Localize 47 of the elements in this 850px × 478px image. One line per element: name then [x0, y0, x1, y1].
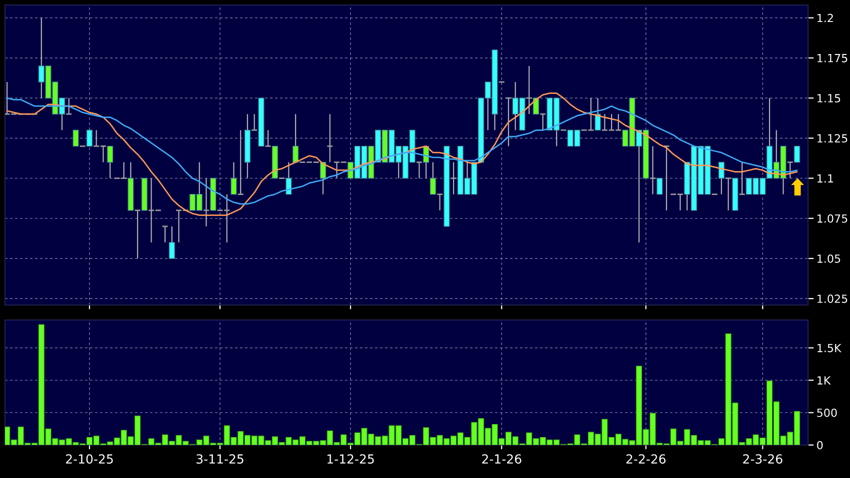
candlestick	[738, 162, 746, 195]
y-tick-label: 1.05	[818, 254, 840, 263]
y-tick-label: 1.025	[818, 294, 848, 303]
candlestick	[162, 226, 168, 243]
y-tick-label: 1.15	[818, 94, 840, 102]
candlestick	[794, 146, 800, 163]
candlestick	[649, 146, 656, 195]
candlestick	[718, 162, 724, 195]
x-tick-label: 2-3-26	[743, 454, 782, 464]
x-tick-label: 2-1-26	[482, 454, 522, 464]
y-tick-label: 1.1	[818, 174, 833, 182]
candlestick	[656, 178, 663, 195]
x-tick-label: 2-2-26	[626, 454, 666, 464]
y-tick-label: 500	[817, 408, 837, 417]
y-tick-label: 1.5K	[818, 344, 842, 352]
candlestick	[416, 162, 423, 179]
candlestick	[320, 162, 326, 195]
x-tick-label: 3-11-25	[196, 454, 244, 464]
candlestick	[72, 130, 79, 147]
candlestick	[724, 178, 732, 211]
y-tick-label: 1.2	[818, 14, 833, 22]
x-tick-label: 1-12-25	[327, 454, 374, 464]
candlestick	[450, 162, 457, 195]
candlestick	[430, 162, 436, 195]
candlestick	[237, 130, 244, 195]
candlestick	[107, 146, 114, 179]
x-tick-label: 2-10-25	[66, 454, 113, 464]
candlestick	[250, 114, 258, 131]
candlestick	[65, 97, 72, 115]
candlestick	[264, 130, 272, 147]
candlestick	[786, 162, 794, 179]
y-tick-label: 1K	[818, 376, 831, 384]
candlestick	[326, 114, 334, 163]
y-tick-label: 1.125	[818, 134, 848, 143]
candlestick	[168, 226, 175, 260]
candlestick	[594, 97, 601, 131]
candlestick	[134, 210, 142, 260]
candlestick	[286, 162, 292, 195]
candlestick	[230, 162, 237, 195]
candlestick	[292, 114, 299, 163]
y-tick-label: 1.175	[818, 54, 848, 62]
candlestick	[86, 130, 92, 147]
candlestick	[539, 113, 546, 131]
candlestick	[436, 194, 444, 211]
y-tick-label: 1.075	[818, 214, 848, 223]
candlestick	[202, 178, 210, 227]
y-tick-label: 0	[817, 440, 823, 450]
